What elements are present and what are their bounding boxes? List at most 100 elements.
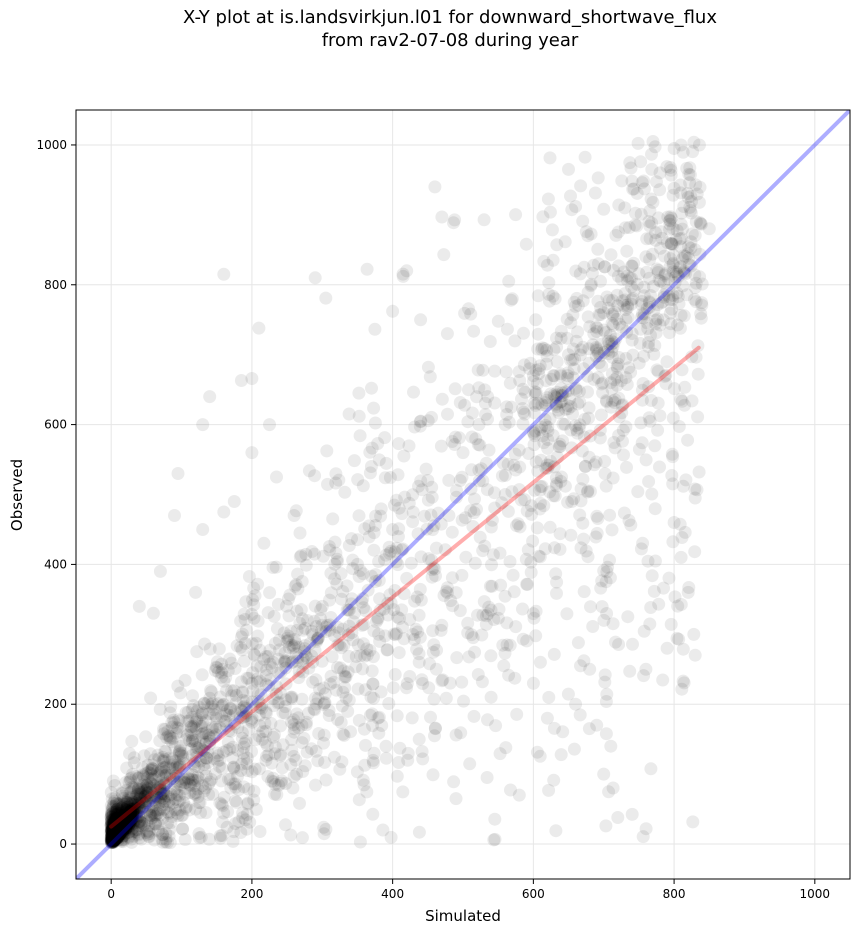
data-point — [119, 812, 133, 826]
data-point — [524, 555, 538, 569]
data-point — [143, 775, 157, 789]
data-point — [110, 803, 124, 816]
data-point — [371, 611, 385, 625]
data-point — [107, 827, 121, 841]
data-point — [112, 829, 126, 843]
data-point — [245, 446, 259, 460]
data-point — [618, 201, 632, 215]
data-point — [108, 832, 122, 846]
data-point — [104, 830, 118, 844]
data-point — [109, 817, 123, 831]
data-point — [203, 390, 217, 404]
data-point — [133, 792, 147, 806]
data-point — [328, 572, 342, 586]
data-point — [251, 614, 265, 628]
data-point — [572, 421, 586, 435]
data-point — [402, 439, 416, 453]
data-point — [594, 274, 607, 288]
data-point — [473, 530, 487, 544]
data-point — [142, 819, 156, 833]
data-point — [363, 643, 377, 657]
data-point — [319, 773, 333, 787]
data-point — [366, 807, 380, 821]
data-point — [634, 322, 648, 336]
data-point — [578, 460, 592, 473]
data-point — [367, 543, 381, 557]
data-point — [108, 824, 122, 838]
data-point — [109, 821, 123, 835]
data-point — [355, 618, 369, 632]
data-point — [309, 620, 323, 633]
data-point — [679, 267, 692, 281]
data-point — [637, 182, 651, 196]
data-point — [111, 797, 125, 811]
data-point — [107, 823, 121, 837]
data-point — [608, 305, 621, 319]
data-point — [269, 687, 283, 701]
data-point — [567, 362, 581, 376]
data-point — [114, 814, 127, 828]
data-point — [114, 817, 128, 830]
data-point — [235, 757, 249, 771]
data-point — [117, 814, 130, 828]
data-point — [413, 582, 427, 596]
data-point — [366, 719, 379, 733]
data-point — [651, 266, 665, 279]
data-point — [397, 632, 411, 646]
data-point — [106, 827, 119, 841]
data-point — [605, 317, 619, 330]
data-point — [240, 671, 254, 685]
data-point — [518, 493, 532, 507]
data-point — [117, 818, 131, 832]
data-point — [166, 796, 180, 810]
data-point — [194, 708, 208, 722]
data-point — [128, 797, 142, 811]
data-point — [202, 707, 216, 721]
data-point — [122, 816, 136, 829]
data-point — [108, 827, 122, 841]
data-point — [109, 822, 123, 836]
data-point — [140, 771, 154, 785]
data-point — [114, 818, 128, 832]
data-point — [204, 697, 218, 711]
data-point — [541, 441, 555, 455]
data-point — [187, 699, 200, 713]
data-point — [281, 633, 295, 647]
data-point — [203, 642, 217, 656]
data-point — [108, 822, 122, 836]
data-point — [108, 831, 122, 845]
data-point — [137, 770, 151, 784]
data-point — [351, 557, 364, 571]
data-point — [110, 817, 124, 831]
data-point — [480, 483, 494, 497]
data-point — [196, 523, 210, 536]
data-point — [224, 724, 238, 738]
data-point — [129, 825, 143, 839]
data-point — [106, 832, 119, 846]
data-point — [123, 814, 137, 828]
data-point — [524, 565, 538, 579]
data-point — [421, 493, 435, 507]
data-point — [576, 516, 590, 530]
data-point — [642, 475, 656, 488]
data-point — [612, 638, 626, 651]
data-point — [519, 237, 533, 251]
data-point — [289, 647, 303, 661]
data-point — [471, 363, 485, 377]
data-point — [131, 816, 145, 830]
data-point — [428, 180, 442, 194]
data-point — [221, 735, 235, 749]
data-point — [122, 804, 136, 818]
data-point — [485, 558, 498, 572]
data-point — [141, 758, 155, 772]
data-point — [151, 748, 165, 762]
data-point — [305, 649, 319, 663]
data-point — [118, 806, 132, 820]
data-point — [106, 829, 120, 843]
data-point — [302, 464, 316, 478]
data-point — [353, 564, 367, 577]
data-point — [108, 826, 122, 840]
data-point — [573, 267, 587, 281]
data-point — [202, 832, 216, 846]
data-point — [113, 817, 127, 831]
